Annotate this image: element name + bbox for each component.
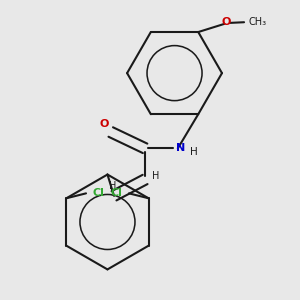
- Text: O: O: [100, 119, 109, 129]
- Text: H: H: [109, 181, 116, 191]
- Text: O: O: [221, 17, 231, 27]
- Text: H: H: [190, 147, 197, 157]
- Text: Cl: Cl: [110, 188, 122, 198]
- Text: H: H: [152, 171, 159, 181]
- Text: N: N: [176, 143, 185, 153]
- Text: CH₃: CH₃: [249, 17, 267, 27]
- Text: Cl: Cl: [93, 188, 104, 198]
